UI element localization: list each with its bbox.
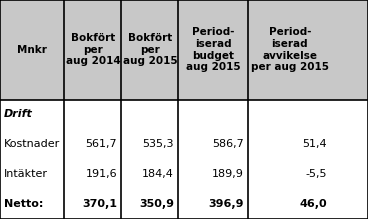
Text: 396,9: 396,9	[209, 199, 244, 209]
Text: Netto:: Netto:	[4, 199, 43, 209]
Text: Drift: Drift	[4, 110, 32, 119]
Text: Bokfört
per
aug 2015: Bokfört per aug 2015	[123, 33, 177, 66]
Bar	[0, 100, 368, 219]
Text: -5,5: -5,5	[305, 169, 327, 178]
Text: Period-
iserad
avvikelse
per aug 2015: Period- iserad avvikelse per aug 2015	[251, 27, 329, 72]
Text: 535,3: 535,3	[142, 139, 174, 149]
Text: 189,9: 189,9	[212, 169, 244, 178]
Bar	[0, 0, 368, 100]
Text: Intäkter: Intäkter	[4, 169, 48, 178]
Text: 350,9: 350,9	[139, 199, 174, 209]
Text: Period-
iserad
budget
aug 2015: Period- iserad budget aug 2015	[186, 27, 241, 72]
Text: 586,7: 586,7	[212, 139, 244, 149]
Text: 191,6: 191,6	[85, 169, 117, 178]
Text: Kostnader: Kostnader	[4, 139, 60, 149]
Text: 561,7: 561,7	[85, 139, 117, 149]
Text: 370,1: 370,1	[82, 199, 117, 209]
Text: 51,4: 51,4	[302, 139, 327, 149]
Text: 184,4: 184,4	[142, 169, 174, 178]
Text: 46,0: 46,0	[299, 199, 327, 209]
Text: Bokfört
per
aug 2014: Bokfört per aug 2014	[66, 33, 120, 66]
Text: Mnkr: Mnkr	[17, 45, 47, 55]
